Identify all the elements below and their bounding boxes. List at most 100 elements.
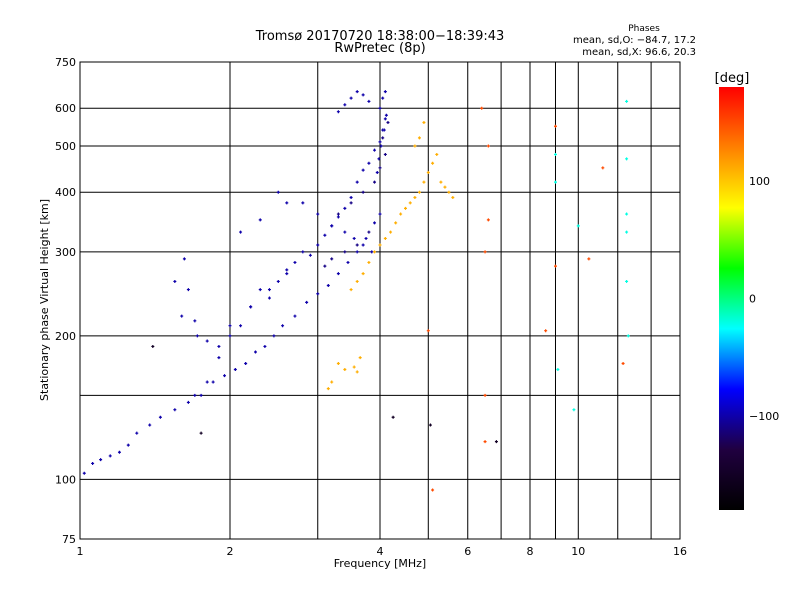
scatter-point (352, 365, 356, 369)
scatter-point (375, 170, 379, 174)
scatter-point (626, 334, 630, 338)
scatter-point (108, 454, 112, 458)
colorbar-label: [deg] (715, 71, 750, 86)
scatter-point (326, 283, 330, 287)
scatter-point (316, 212, 320, 216)
scatter-point (384, 113, 388, 117)
scatter-point (379, 144, 383, 148)
scatter-point (228, 334, 232, 338)
plot-frame (79, 61, 681, 540)
scatter-point (378, 243, 382, 247)
scatter-point (276, 190, 280, 194)
scatter-point (193, 319, 197, 323)
scatter-point (553, 264, 557, 268)
scatter-point (373, 250, 377, 254)
scatter-point (383, 117, 387, 121)
scatter-point (355, 250, 359, 254)
scatter-point (601, 166, 605, 170)
scatter-point (355, 90, 359, 94)
x-tick-label: 2 (227, 545, 234, 558)
scatter-point (199, 431, 203, 435)
scatter-point (343, 367, 347, 371)
scatter-point (378, 212, 382, 216)
scatter-point (352, 236, 356, 240)
scatter-point (389, 230, 393, 234)
scatter-point (373, 221, 377, 225)
scatter-point (413, 195, 417, 199)
y-axis-ticks: 75 100 200 300 400 500 600 750 (55, 56, 76, 546)
scatter-point (186, 400, 190, 404)
scatter-point (343, 103, 347, 107)
scatter-point (394, 221, 398, 225)
scatter-point (336, 272, 340, 276)
scatter-point (199, 393, 203, 397)
scatter-point (349, 288, 353, 292)
colorbar (719, 87, 744, 510)
scatter-point (417, 190, 421, 194)
scatter-point (117, 450, 121, 454)
chart-title: Tromsø 20170720 18:38:00−18:39:43 (255, 29, 505, 44)
scatter-point (483, 440, 487, 444)
x-tick-label: 8 (527, 545, 534, 558)
scatter-point (383, 236, 387, 240)
scatter-point (625, 99, 629, 103)
scatter-point (343, 206, 347, 210)
scatter-point (148, 423, 152, 427)
scatter-point (391, 415, 395, 419)
scatter-point (330, 224, 334, 228)
scatter-point (486, 144, 490, 148)
scatter-point (349, 195, 353, 199)
y-tick-label: 300 (55, 246, 76, 259)
scatter-point (193, 393, 197, 397)
scatter-point (308, 253, 312, 257)
scatter-point (382, 128, 386, 132)
x-tick-label: 4 (377, 545, 384, 558)
points-layer (82, 90, 630, 492)
scatter-point (355, 180, 359, 184)
colorbar-tick-label: 0 (749, 293, 756, 306)
scatter-point (343, 250, 347, 254)
colorbar-tick-label: 100 (749, 175, 770, 188)
scatter-point (361, 190, 365, 194)
scatter-point (431, 488, 435, 492)
scatter-point (301, 250, 305, 254)
scatter-point (572, 408, 576, 412)
scatter-point (358, 356, 362, 360)
scatter-point (205, 380, 209, 384)
scatter-point (480, 106, 484, 110)
scatter-point (413, 144, 417, 148)
scatter-point (383, 152, 387, 156)
scatter-point (625, 212, 629, 216)
scatter-point (253, 350, 257, 354)
scatter-point (267, 288, 271, 292)
scatter-point (349, 96, 353, 100)
scatter-point (336, 361, 340, 365)
scatter-point (383, 90, 387, 94)
scatter-point (258, 288, 262, 292)
scatter-point (355, 243, 359, 247)
x-tick-label: 10 (571, 545, 585, 558)
scatter-point (377, 157, 381, 161)
scatter-point (239, 324, 243, 328)
scatter-point (361, 243, 365, 247)
scatter-point (422, 180, 426, 184)
scatter-point (439, 180, 443, 184)
scatter-point (443, 185, 447, 189)
scatter-point (625, 279, 629, 283)
scatter-point (343, 230, 347, 234)
scatter-point (553, 180, 557, 184)
scatter-point (330, 257, 334, 261)
scatter-point (494, 440, 498, 444)
scatter-point (281, 324, 285, 328)
scatter-point (422, 121, 426, 125)
scatter-point (135, 431, 139, 435)
scatter-point (336, 110, 340, 114)
colorbar-ticks: 100 0 −100 (749, 175, 779, 423)
scatter-point (373, 148, 377, 152)
scatter-point (381, 96, 385, 100)
scatter-point (346, 260, 350, 264)
y-tick-label: 400 (55, 186, 76, 199)
scatter-point (544, 329, 548, 333)
scatter-point (276, 279, 280, 283)
scatter-point (483, 393, 487, 397)
